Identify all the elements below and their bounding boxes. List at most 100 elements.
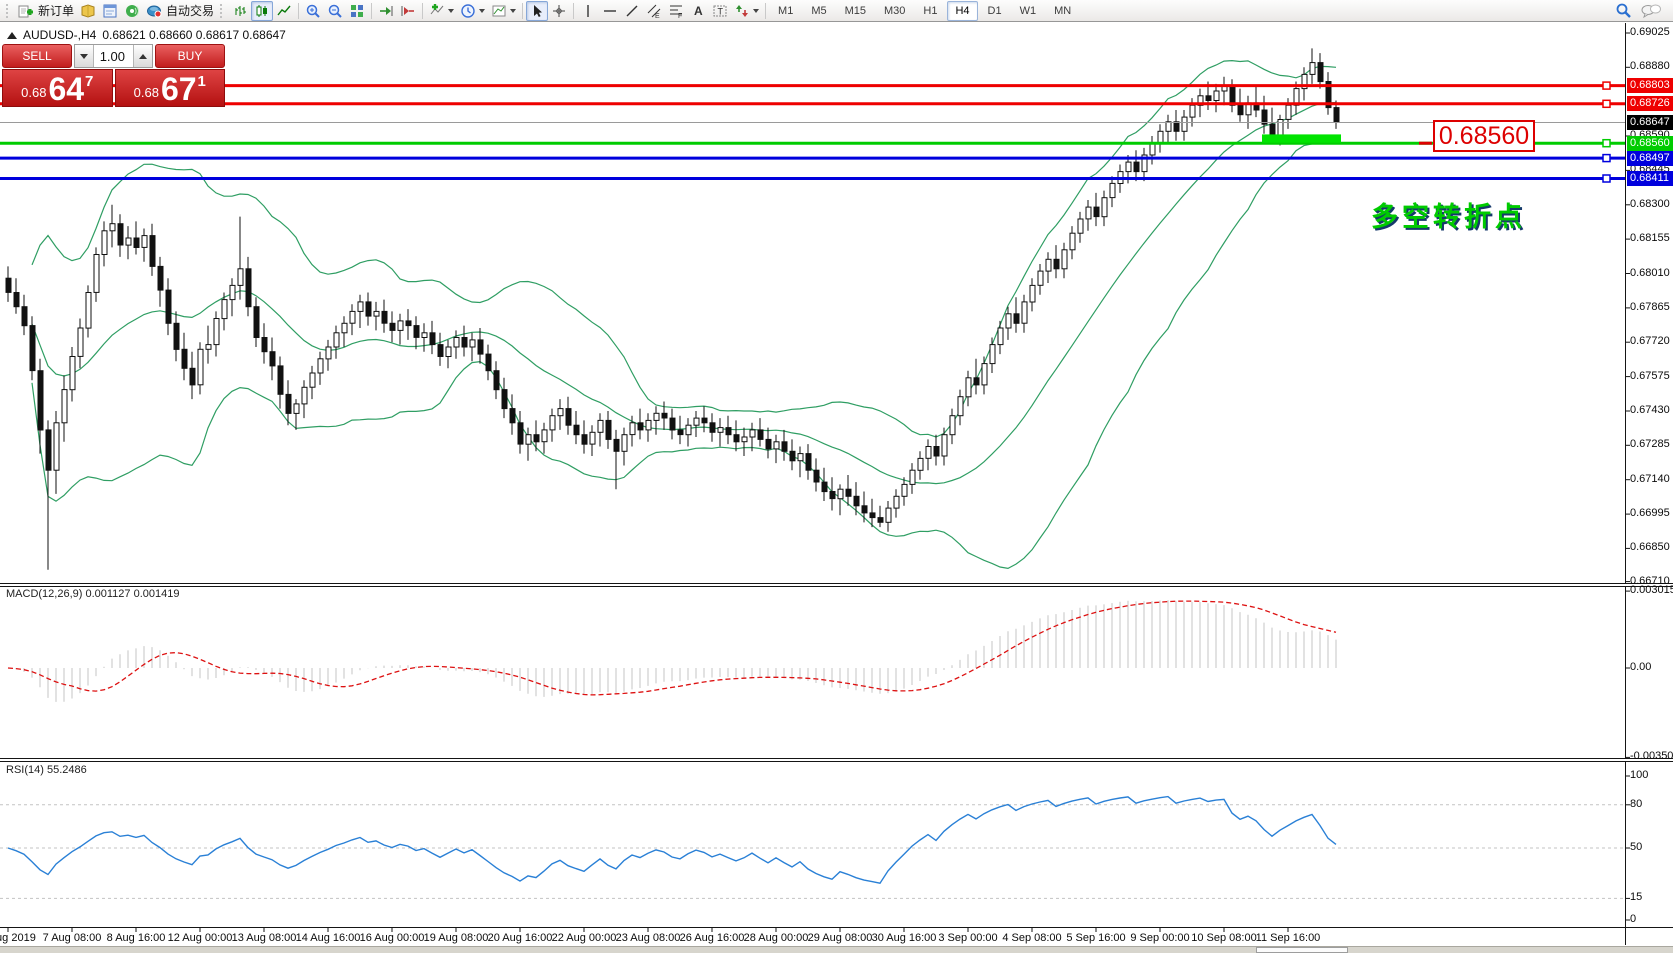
crosshair-tool-button[interactable]	[548, 1, 570, 21]
date-tick-label: 7 Aug 08:00	[42, 932, 102, 944]
text-icon: A	[694, 4, 703, 18]
chat-icon[interactable]	[1640, 3, 1662, 19]
turning-point-annotation: 多空转折点	[1371, 202, 1526, 232]
volume-decrease-button[interactable]	[75, 45, 94, 67]
trendline-icon	[626, 5, 638, 16]
svg-text:F: F	[678, 13, 682, 19]
hline-price-label: 0.68803	[1627, 78, 1673, 94]
sell-price-prefix: 0.68	[21, 85, 47, 100]
templates-button[interactable]	[488, 1, 519, 21]
buy-button[interactable]: BUY	[155, 44, 225, 68]
date-tick-label: 19 Aug 08:00	[423, 932, 489, 944]
new-order-label: 新订单	[38, 4, 75, 18]
date-tick-label: 8 Aug 16:00	[106, 932, 166, 944]
volume-increase-icon	[139, 53, 147, 59]
arrows-tool-button[interactable]	[731, 1, 762, 21]
volume-input[interactable]: 1.00	[94, 45, 133, 67]
fibonacci-icon: F	[670, 5, 682, 19]
date-tick-label: 6 Aug 2019	[0, 932, 36, 944]
horizontal-line-icon	[604, 9, 617, 12]
trendline-tool-button[interactable]	[621, 1, 643, 21]
search-icon[interactable]	[1615, 2, 1632, 19]
candlestick-type-button[interactable]	[251, 0, 274, 21]
timeframe-button-H4[interactable]: H4	[947, 0, 978, 21]
text-tool-button[interactable]: A	[687, 1, 709, 21]
market-watch-button[interactable]	[77, 1, 99, 21]
fibonacci-tool-button[interactable]: F	[665, 1, 687, 21]
autotrade-icon	[147, 5, 162, 17]
price-tick-label: 0.67720	[1630, 335, 1670, 348]
svg-text:T: T	[718, 6, 724, 16]
rsi-tick-label: 80	[1630, 797, 1643, 810]
timeframe-button-M30[interactable]: M30	[884, 4, 906, 17]
current-price-label: 0.68647	[1627, 115, 1673, 131]
zoom-out-icon	[328, 4, 342, 18]
zoom-in-button[interactable]	[302, 1, 324, 21]
timeframe-button-W1[interactable]: W1	[1019, 4, 1037, 17]
horizontal-scrollbar-thumb[interactable]	[1256, 947, 1348, 953]
new-order-button[interactable]: 新订单	[15, 1, 77, 21]
timeframe-button-M1[interactable]: M1	[778, 4, 794, 17]
periods-button[interactable]	[457, 1, 488, 21]
zoom-out-button[interactable]	[324, 1, 346, 21]
date-tick-label: 26 Aug 16:00	[679, 932, 745, 944]
buy-price-display[interactable]: 0.68 67 1	[114, 69, 225, 107]
chart-shift-button[interactable]	[397, 1, 419, 21]
price-tick-label: 0.67430	[1630, 403, 1670, 416]
line-chart-type-button[interactable]	[273, 1, 295, 21]
timeframe-button-M15[interactable]: M15	[844, 4, 866, 17]
auto-scroll-button[interactable]	[375, 1, 397, 21]
price-tick-label: 0.68880	[1630, 60, 1670, 73]
timeframe-button-M5[interactable]: M5	[811, 4, 827, 17]
symbol-ohlc-values: 0.68621 0.68660 0.68617 0.68647	[102, 28, 286, 42]
rsi-tick-label: 100	[1630, 769, 1649, 781]
date-tick-label: 3 Sep 00:00	[938, 932, 998, 944]
data-window-button[interactable]	[99, 1, 121, 21]
vertical-line-tool-button[interactable]	[577, 1, 599, 21]
time-axis-border	[0, 927, 1673, 928]
zoom-in-icon	[306, 4, 320, 18]
channel-tool-button[interactable]: E	[643, 1, 665, 21]
macd-tick-label: -0.003506	[1630, 750, 1673, 763]
collapse-triangle-icon[interactable]	[7, 31, 17, 39]
chart-shift-icon	[401, 5, 415, 16]
timeframe-button-MN[interactable]: MN	[1054, 4, 1072, 17]
timeframe-group: M1 M5 M15 M30 H1 H4 D1 W1 MN	[769, 0, 1080, 21]
price-tick-label: 0.66710	[1630, 574, 1670, 587]
channel-icon: E	[647, 4, 661, 19]
vertical-line-icon	[587, 4, 589, 17]
sell-button[interactable]: SELL	[2, 44, 72, 68]
periods-icon	[461, 3, 475, 18]
dropdown-caret-icon	[448, 8, 455, 13]
panel-separator-main-macd[interactable]	[0, 583, 1673, 587]
tile-windows-button[interactable]	[346, 1, 368, 21]
symbol-period-label: AUDUSD-,H4	[23, 28, 97, 42]
panel-separator-macd-rsi[interactable]	[0, 758, 1673, 762]
cursor-tool-button[interactable]	[526, 0, 549, 21]
bar-chart-type-button[interactable]	[229, 1, 251, 21]
timeframe-button-D1[interactable]: D1	[987, 4, 1002, 17]
indicators-button[interactable]	[426, 1, 457, 21]
timeframe-button-H1[interactable]: H1	[923, 4, 938, 17]
navigator-button[interactable]	[121, 1, 143, 21]
buy-price-sup: 1	[197, 73, 206, 90]
price-tick-label: 0.69025	[1630, 25, 1670, 38]
sell-price-display[interactable]: 0.68 64 7	[2, 69, 113, 107]
date-tick-label: 5 Sep 16:00	[1066, 932, 1126, 944]
date-tick-label: 14 Aug 16:00	[295, 932, 361, 944]
date-tick-label: 13 Aug 08:00	[231, 932, 297, 944]
date-tick-label: 22 Aug 00:00	[551, 932, 617, 944]
horizontal-line-tool-button[interactable]	[599, 1, 621, 21]
macd-tick-label: 0.003015	[1630, 584, 1673, 597]
date-tick-label: 9 Sep 00:00	[1130, 932, 1190, 944]
date-tick-label: 4 Sep 08:00	[1002, 932, 1062, 944]
cursor-icon	[534, 4, 543, 17]
indicators-icon	[430, 3, 444, 14]
autotrade-label: 自动交易	[166, 4, 215, 18]
data-window-icon	[103, 4, 117, 17]
buy-price-big: 67	[160, 71, 197, 107]
autotrade-button[interactable]: 自动交易	[143, 1, 217, 21]
volume-increase-button[interactable]	[133, 45, 152, 67]
text-label-tool-button[interactable]: T	[709, 1, 731, 21]
